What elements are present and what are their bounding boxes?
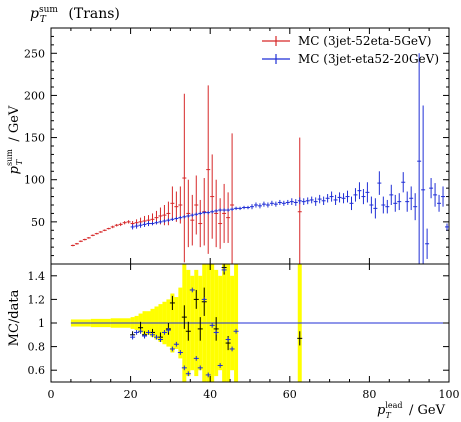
ratio-panel: 0.6 0.8 1 1.2 1.4 0 20 40 60 80 100 MC/data plead… <box>7 28 460 420</box>
ratio-y-tick-label: 0.6 <box>28 364 46 377</box>
y-tick-label: 250 <box>24 47 45 60</box>
main-y-axis-label: psumT / GeV <box>5 105 24 174</box>
ratio-y-axis: 0.6 0.8 1 1.2 1.4 <box>28 270 449 377</box>
ratio-y-tick-label: 1 <box>38 317 45 330</box>
y-tick-label: 50 <box>31 216 45 229</box>
x-tick-label: 100 <box>439 388 460 401</box>
title-sup: sum <box>39 5 58 15</box>
x-tick-label: 80 <box>362 388 376 401</box>
legend: MC (3jet-52eta-5GeV) MC (3jet-eta52-20Ge… <box>262 34 439 66</box>
y-tick-label: 100 <box>24 174 45 187</box>
y-tick-label: 200 <box>24 89 45 102</box>
x-tick-label: 20 <box>124 388 138 401</box>
svg-text:psumT / GeV: psumT / GeV <box>5 105 24 174</box>
legend-entry-mc2: MC (3jet-eta52-20GeV) <box>262 52 439 66</box>
ratio-series-layer <box>130 264 303 378</box>
x-tick-label: 0 <box>48 388 55 401</box>
x-tick-label: 40 <box>203 388 217 401</box>
ratio-y-tick-label: 1.4 <box>28 270 46 283</box>
x-tick-label: 60 <box>283 388 297 401</box>
chart-title: psum T (Trans) <box>30 5 120 25</box>
y-tick-label: 150 <box>24 132 45 145</box>
x-axis-label: plead T / GeV <box>377 401 446 420</box>
ratio-y-tick-label: 1.2 <box>28 293 46 306</box>
legend-label-mc1: MC (3jet-52eta-5GeV) <box>298 34 431 48</box>
legend-label-mc2: MC (3jet-eta52-20GeV) <box>298 52 439 66</box>
main-panel: 50 100 150 200 250 psumT / GeV MC (3jet-52et… <box>5 27 450 265</box>
x-axis: 0 20 40 60 80 100 <box>48 28 460 401</box>
ratio-y-axis-label: MC/data <box>7 289 22 346</box>
main-y-axis: 50 100 150 200 250 <box>24 35 449 257</box>
title-sub: T <box>40 15 47 25</box>
legend-entry-mc1: MC (3jet-52eta-5GeV) <box>262 34 431 48</box>
ratio-y-tick-label: 0.8 <box>28 341 46 354</box>
main-series-layer <box>70 53 449 264</box>
